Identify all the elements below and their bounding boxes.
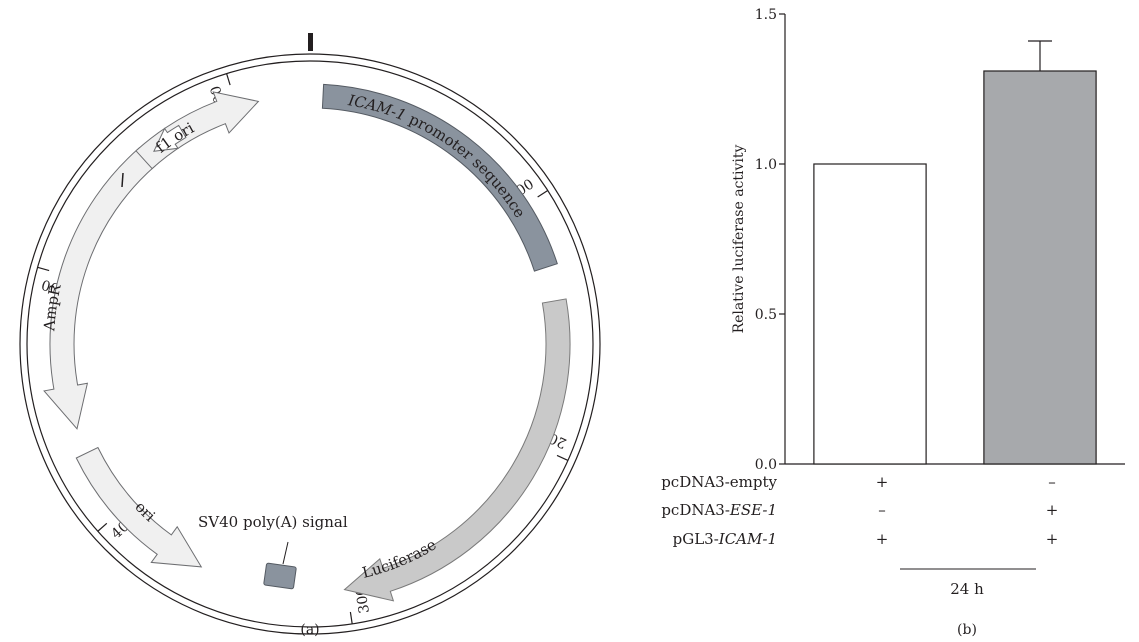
sv40-polya-box xyxy=(263,562,297,590)
condition-label-pgl3-icam1-italic: ICAM-1 xyxy=(718,530,777,548)
sign-empty-bar1: + xyxy=(876,473,889,491)
condition-label-pgl3-icam1: pGL3-ICAM-1 xyxy=(673,530,777,548)
condition-label-pcdna3-ese1: pcDNA3-ESE-1 xyxy=(661,501,777,519)
backbone-inner-circle xyxy=(26,60,594,628)
y-tick-label: 1.5 xyxy=(755,7,777,23)
sign-ese1-bar1: – xyxy=(878,501,886,519)
promoter-label: ICAM-1 promoter sequence xyxy=(346,91,529,221)
sv40-leader-line xyxy=(282,541,289,565)
sign-icam1-bar2: + xyxy=(1046,530,1059,548)
sign-ese1-bar2: + xyxy=(1046,501,1059,519)
bar-chart: 0.0 0.5 1.0 1.5 Relative luciferase activit… xyxy=(661,7,1125,638)
condition-label-pgl3-icam1-plain: pGL3- xyxy=(673,530,719,548)
small-feature-arrow xyxy=(153,124,187,152)
origin-marker xyxy=(308,33,313,51)
condition-label-pcdna3-empty: pcDNA3-empty xyxy=(661,473,777,491)
condition-signs: + – – + + + xyxy=(876,473,1059,548)
y-tick-label: 0.5 xyxy=(755,307,777,323)
y-tick-label: 1.0 xyxy=(755,157,777,173)
backbone-outer-circle xyxy=(19,53,601,635)
error-bars xyxy=(1028,40,1052,71)
f1-ori-feature xyxy=(135,91,260,170)
position-tick xyxy=(37,266,50,272)
position-tick xyxy=(349,611,353,624)
ampr-feature xyxy=(43,147,156,430)
bar-2 xyxy=(983,70,1097,465)
bars xyxy=(813,70,1097,465)
condition-label-pcdna3-empty-plain: pcDNA3-empty xyxy=(661,473,777,491)
condition-label-pcdna3-ese1-italic: ESE-1 xyxy=(729,501,777,519)
position-tick xyxy=(97,522,108,532)
sv40-label: SV40 poly(A) signal xyxy=(198,513,348,531)
position-ticks xyxy=(37,73,569,624)
condition-label-pcdna3-ese1-plain: pcDNA3- xyxy=(661,501,730,519)
position-tick xyxy=(556,454,569,461)
sign-empty-bar2: – xyxy=(1048,473,1056,491)
feature-marker-line xyxy=(121,172,124,188)
icam1-promoter-feature xyxy=(321,83,558,272)
condition-labels: pcDNA3-empty pcDNA3-ESE-1 pGL3-ICAM-1 xyxy=(661,473,777,548)
plasmid-map: 100020003000400050006000 SV40 poly(A) si… xyxy=(19,33,601,638)
group-label: 24 h xyxy=(950,580,984,598)
y-tick-label: 0.0 xyxy=(755,457,777,473)
ori-feature xyxy=(75,446,203,568)
panel-b-label: (b) xyxy=(957,622,977,638)
y-ticks: 0.0 0.5 1.0 1.5 xyxy=(755,7,785,473)
luciferase-feature xyxy=(343,298,571,602)
position-tick xyxy=(537,189,549,198)
bar-1 xyxy=(813,163,927,465)
position-tick xyxy=(226,73,231,86)
y-axis-label: Relative luciferase activity xyxy=(731,144,747,333)
panel-a-label: (a) xyxy=(300,622,319,638)
sign-icam1-bar1: + xyxy=(876,530,889,548)
